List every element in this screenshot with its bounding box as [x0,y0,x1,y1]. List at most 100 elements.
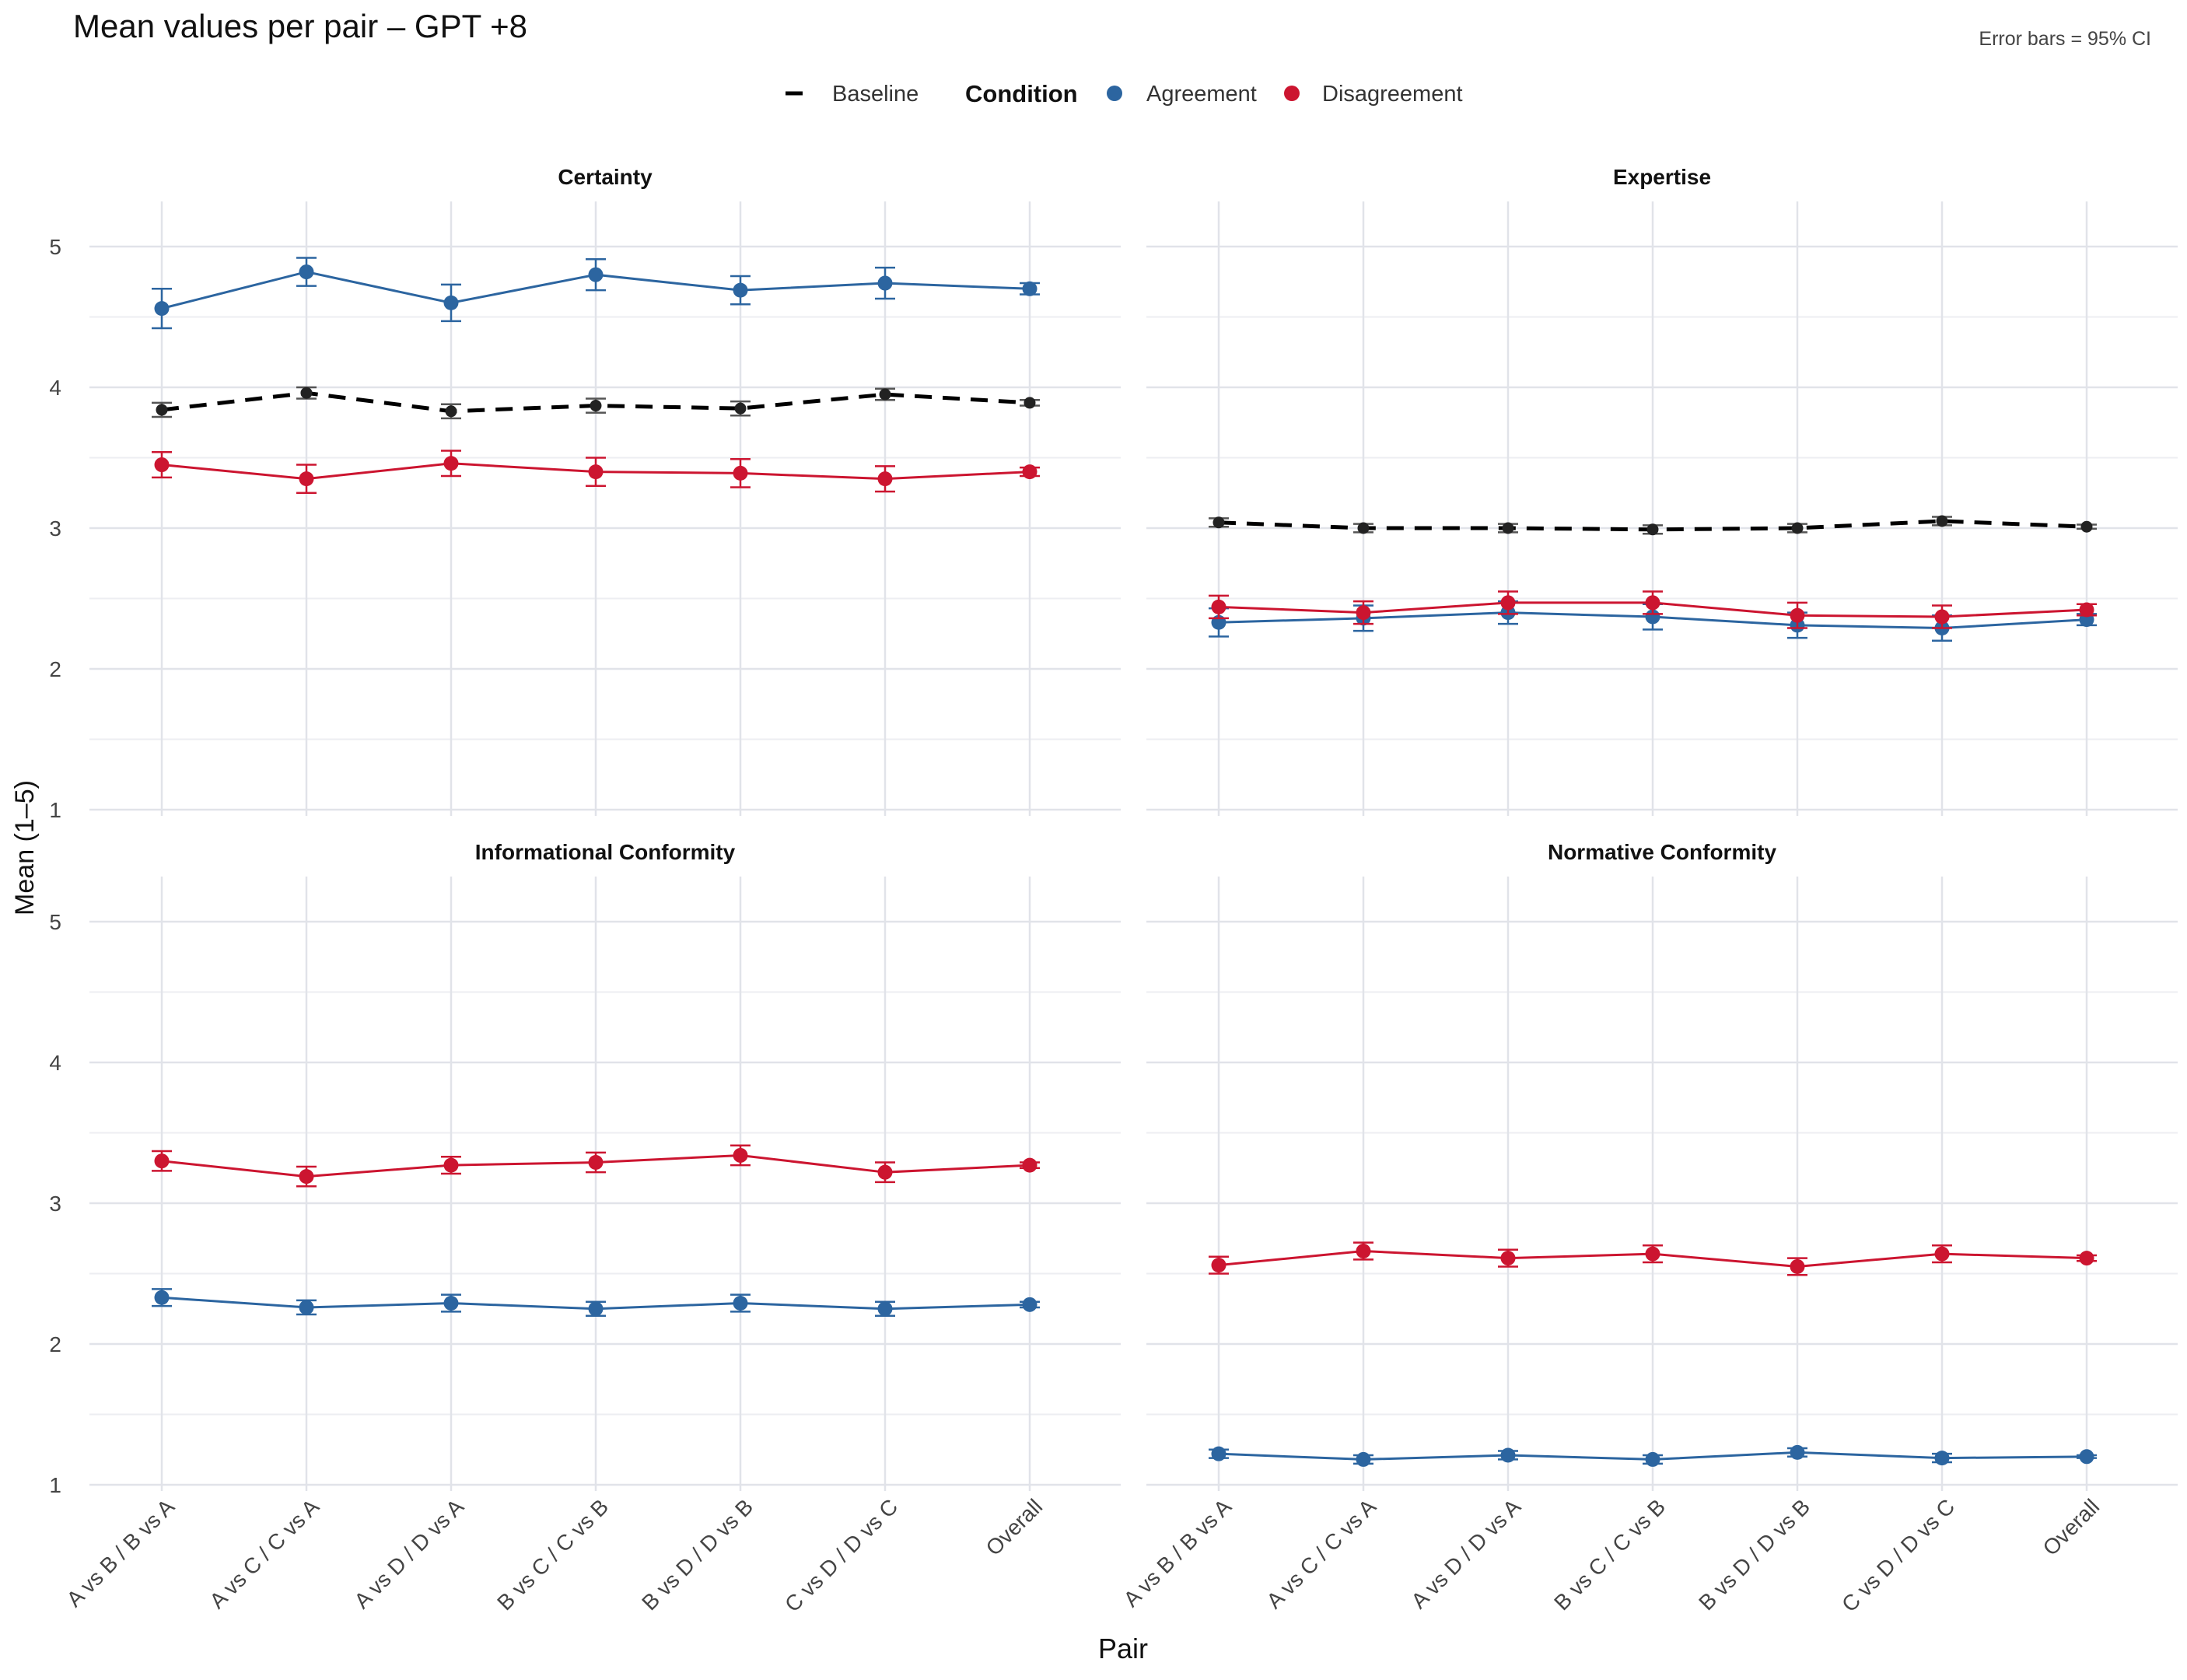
x-tick-label: A vs C / C vs A [1261,1494,1380,1613]
panel-title: Normative Conformity [1548,840,1776,864]
y-tick-label: 5 [49,910,61,934]
x-tick-label: A vs B / B vs A [62,1494,180,1612]
chart-title: Mean values per pair – GPT +8 [73,8,527,44]
agreement-series [152,1288,1040,1318]
baseline-point [1791,522,1804,534]
disagreement-point [1211,599,1226,614]
disagreement-point [1022,464,1038,480]
x-tick-label: A vs B / B vs A [1119,1494,1237,1612]
x-tick-label: A vs C / C vs A [205,1494,324,1613]
baseline-point [879,388,891,401]
disagreement-point [1356,1244,1371,1259]
disagreement-series [1209,590,2097,629]
panel-title: Certainty [558,165,653,189]
agreement-point [2079,1449,2094,1465]
disagreement-point [1934,1246,1950,1262]
agreement-point [1356,1451,1371,1467]
agreement-point [1934,1451,1950,1466]
y-tick-label: 3 [49,516,61,541]
agreement-point [733,282,748,298]
x-tick-label: A vs D / D vs A [1406,1494,1525,1613]
agreement-point [154,1290,170,1305]
disagreement-point [588,1155,604,1171]
x-tick-label: B vs D / D vs B [1694,1494,1814,1615]
baseline-point [1357,522,1370,534]
disagreement-point [877,471,893,487]
disagreement-point [1500,595,1516,611]
y-tick-label: 1 [49,798,61,822]
baseline-point [1936,515,1948,527]
x-tick-label: Overall [2038,1494,2105,1560]
disagreement-point [2079,1251,2094,1266]
legend-agreement-label: Agreement [1146,82,1257,107]
agreement-point [443,1296,459,1311]
x-tick-label: Overall [982,1494,1048,1560]
disagreement-series [1209,1241,2097,1276]
legend-disagreement-label: Disagreement [1322,82,1463,107]
y-tick-label: 3 [49,1192,61,1216]
agreement-point [154,301,170,317]
disagreement-point [443,1157,459,1173]
agreement-point [1022,1297,1038,1312]
agreement-point [1211,1446,1226,1461]
y-tick-label: 2 [49,1332,61,1356]
legend: Baseline Condition Agreement Disagreemen… [786,80,1463,107]
agreement-point [1645,1451,1660,1467]
disagreement-point [877,1164,893,1180]
baseline-series [152,386,1040,420]
x-axis-label: Pair [1098,1633,1148,1664]
agreement-point [1500,1447,1516,1463]
agreement-point [1022,281,1038,296]
agreement-point [877,1301,893,1317]
disagreement-point [154,457,170,473]
y-tick-label: 4 [49,376,61,400]
agreement-point [733,1296,748,1311]
disagreement-point [299,1169,314,1185]
baseline-point [590,400,602,412]
y-tick-label: 4 [49,1051,61,1075]
baseline-point [156,404,168,416]
baseline-series [1209,515,2097,536]
disagreement-point [1356,605,1371,621]
disagreement-point [1790,1258,1805,1274]
disagreement-point [1211,1258,1226,1273]
agreement-point [299,264,314,280]
legend-disagreement-key [1284,86,1300,101]
y-tick-label: 1 [49,1473,61,1497]
legend-condition-title: Condition [965,80,1078,107]
baseline-point [300,387,313,399]
disagreement-point [2079,602,2094,618]
disagreement-point [1790,607,1805,623]
x-tick-label: A vs D / D vs A [349,1494,468,1613]
x-tick-label: B vs C / C vs B [492,1494,613,1615]
disagreement-point [1500,1251,1516,1266]
disagreement-point [588,464,604,480]
y-tick-label: 5 [49,235,61,259]
baseline-point [1212,516,1225,529]
panel-certainty: Certainty 1 2 3 4 5 [49,165,1121,822]
disagreement-point [299,471,314,487]
y-tick-label: 2 [49,657,61,681]
panel-title: Informational Conformity [475,840,736,864]
agreement-series [1209,1444,2097,1467]
agreement-point [1790,1444,1805,1460]
agreement-point [588,267,604,282]
baseline-point [1502,522,1514,534]
disagreement-point [443,456,459,471]
baseline-point [1024,397,1036,409]
disagreement-point [733,1147,748,1163]
panel-title: Expertise [1613,165,1711,189]
agreement-series [152,257,1040,330]
x-tick-label: B vs D / D vs B [637,1494,758,1615]
panel-informational-conformity: Informational Conformity 1 2 3 4 5 A vs B / B … [49,840,1121,1617]
x-tick-label: C vs D / D vs C [780,1494,902,1616]
disagreement-point [1022,1157,1038,1173]
agreement-point [588,1301,604,1317]
agreement-point [443,295,459,310]
legend-baseline-label: Baseline [832,82,919,107]
x-tick-label: C vs D / D vs C [1837,1494,1959,1616]
disagreement-series [152,1144,1040,1188]
disagreement-point [1934,609,1950,625]
agreement-point [877,275,893,291]
